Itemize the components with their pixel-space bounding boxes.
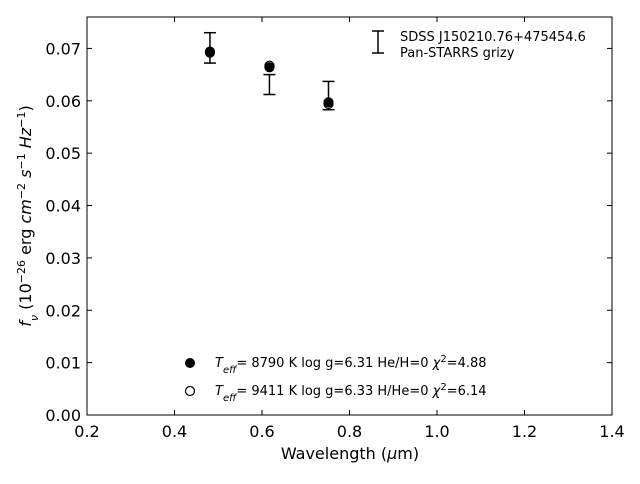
model-point-filled [264, 62, 275, 73]
legend-observed-label: SDSS J150210.76+475454.6 [400, 30, 586, 45]
y-tick-label: 0.05 [45, 144, 81, 163]
legend-model-2-label: Teff= 9411 K log g=6.33 H/He=0 χ2=6.14 [215, 382, 487, 404]
legend-model-1-label: Teff= 8790 K log g=6.31 He/H=0 χ2=4.88 [215, 354, 487, 376]
x-axis-label: Wavelength (μm) [281, 444, 419, 463]
y-tick-label: 0.01 [45, 354, 81, 373]
model-point-filled [204, 46, 216, 57]
plot-area: 0.2 0.4 0.6 0.8 1.0 1.2 1.4 0.00 0.01 0.02 0.03 0.0… [45, 16, 625, 441]
legend-observed-label-line2: Pan-STARRS grizy [400, 46, 515, 61]
x-tick-label: 0.8 [337, 422, 362, 441]
x-tick-label: 1.0 [424, 422, 449, 441]
y-tick-label: 0.03 [45, 249, 81, 268]
y-tick-label: 0.07 [45, 39, 81, 58]
model-point-filled [323, 97, 334, 108]
x-tick-label: 0.6 [249, 422, 274, 441]
filled-circle-icon [185, 358, 195, 368]
x-tick-label: 1.2 [512, 422, 537, 441]
legend-observed: SDSS J150210.76+475454.6 Pan-STARRS griz… [372, 30, 586, 61]
y-tick-label: 0.00 [45, 406, 81, 425]
legend-models: Teff= 8790 K log g=6.31 He/H=0 χ2=4.88 T… [184, 354, 487, 404]
x-tick-label: 0.2 [74, 422, 99, 441]
open-circle-icon [184, 385, 196, 397]
x-tick-label: 0.4 [162, 422, 187, 441]
x-tick-label: 1.4 [599, 422, 624, 441]
y-tick-label: 0.02 [45, 301, 81, 320]
y-tick-label: 0.06 [45, 92, 81, 111]
y-tick-label: 0.04 [45, 197, 81, 216]
